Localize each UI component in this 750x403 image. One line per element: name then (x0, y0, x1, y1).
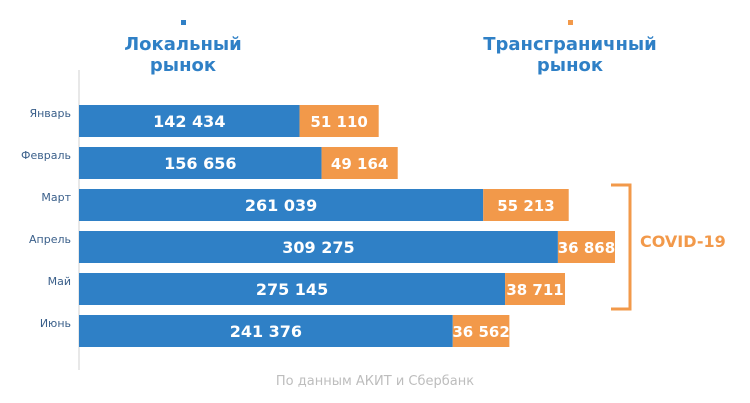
data-label-cross-3: 36 868 (558, 239, 615, 257)
data-label-local-5: 241 376 (230, 322, 302, 341)
data-label-local-3: 309 275 (282, 238, 354, 257)
data-label-local-2: 261 039 (245, 196, 317, 215)
data-label-local-4: 275 145 (256, 280, 328, 299)
legend-cross-line1: Трансграничный (483, 34, 657, 55)
bar-local-3 (79, 231, 558, 263)
bar-cross-0 (299, 105, 379, 137)
bar-cross-1 (321, 147, 398, 179)
bar-local-1 (79, 147, 322, 179)
covid-bracket (611, 183, 632, 311)
data-label-local-1: 156 656 (164, 154, 236, 173)
data-label-cross-1: 49 164 (331, 155, 388, 173)
legend-cross-line2: рынок (536, 55, 604, 76)
covid-annotation-label: COVID-19 (640, 232, 726, 251)
legend-cross-border-market: Трансграничный рынок (460, 20, 680, 76)
data-label-local-0: 142 434 (153, 112, 225, 131)
category-label-0: Январь (29, 107, 71, 120)
bar-cross-4 (505, 273, 566, 305)
bar-cross-3 (557, 231, 615, 263)
bar-local-4 (79, 273, 506, 305)
bar-cross-2 (483, 189, 569, 221)
legend-cross-swatch (567, 20, 573, 25)
legend-local-line1: Локальный (124, 34, 242, 55)
legend-local-swatch (180, 20, 186, 25)
category-label-4: Май (48, 275, 71, 288)
bar-cross-5 (452, 315, 510, 347)
category-label-1: Февраль (21, 149, 71, 162)
data-label-cross-2: 55 213 (497, 197, 554, 215)
bar-local-2 (79, 189, 484, 221)
source-caption: По данным АКИТ и Сбербанк (275, 374, 475, 389)
data-label-cross-0: 51 110 (310, 113, 367, 131)
bar-local-0 (79, 105, 300, 137)
data-label-cross-5: 36 562 (452, 323, 509, 341)
category-label-5: Июнь (40, 317, 71, 330)
legend-local-market: Локальный рынок (118, 20, 248, 76)
category-label-3: Апрель (29, 233, 71, 246)
data-label-cross-4: 38 711 (506, 281, 563, 299)
bar-local-5 (79, 315, 453, 347)
category-label-2: Март (41, 191, 71, 204)
legend-local-line2: рынок (149, 55, 217, 76)
